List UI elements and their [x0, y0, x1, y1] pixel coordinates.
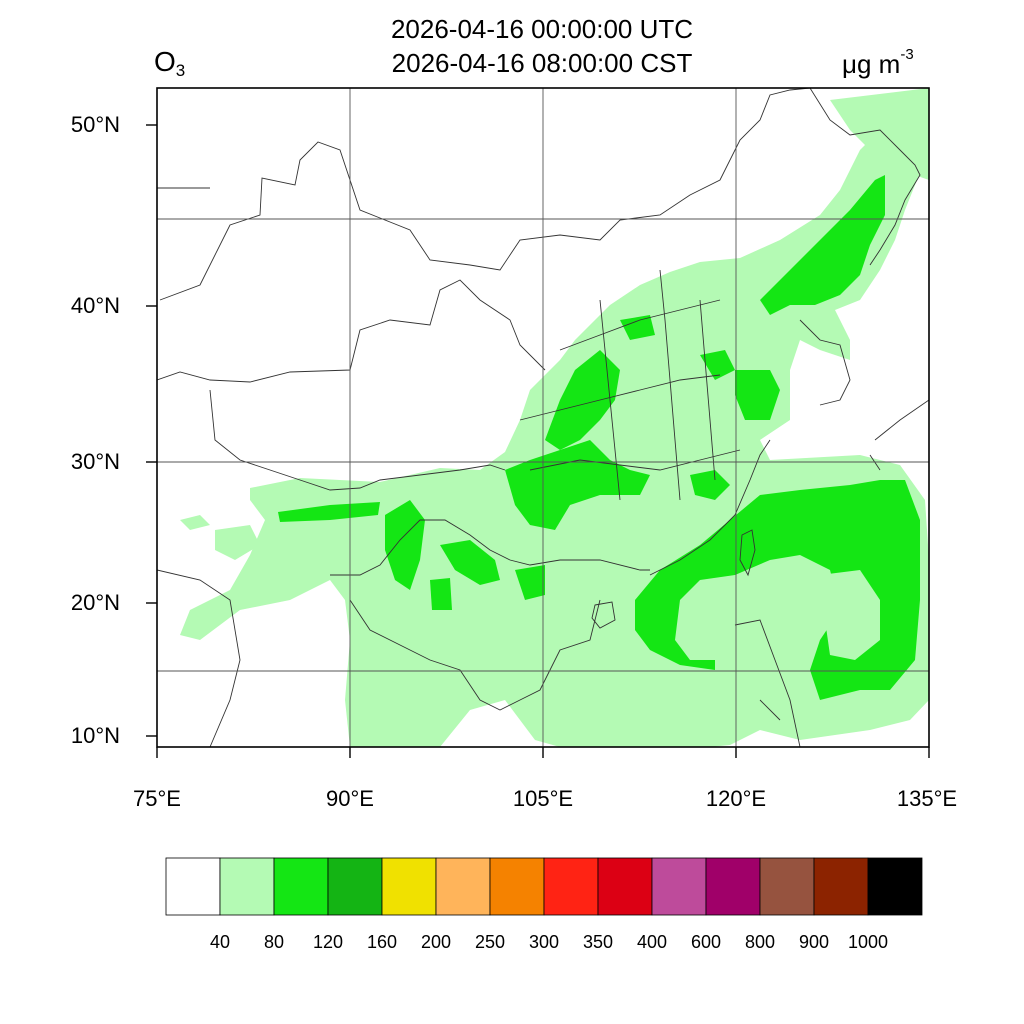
colorbar-swatch — [543, 857, 599, 916]
lat-label-50: 50°N — [70, 112, 120, 137]
lon-ticks — [156, 747, 930, 758]
boundaries — [157, 88, 929, 747]
ozone-region-west-strip — [180, 515, 210, 530]
boundary-india — [157, 569, 241, 747]
ozone-band-tibet — [278, 502, 380, 522]
ozone-patch-yunnan — [440, 540, 500, 585]
colorbar-level-label: 1000 — [847, 932, 889, 952]
boundary-northeast — [809, 88, 921, 266]
colorbar-level-label: 350 — [582, 932, 614, 952]
title-utc: 2026-04-16 00:00:00 UTC — [390, 14, 694, 44]
colorbar-swatch — [273, 857, 329, 916]
colorbar-level-label: 300 — [528, 932, 560, 952]
colorbar-swatch — [435, 857, 491, 916]
ozone-80-120-regions — [278, 175, 920, 700]
colorbar-level-label: 600 — [690, 932, 722, 952]
ozone-patch-shanxi — [620, 315, 655, 340]
lat-ticks — [146, 124, 157, 737]
species-subscript: 3 — [175, 61, 186, 80]
colorbar-level-label: 400 — [636, 932, 668, 952]
boundary-west — [157, 279, 546, 383]
ozone-region-west-blob — [215, 525, 260, 560]
colorbar-swatch — [759, 857, 815, 916]
colorbar — [165, 857, 923, 916]
colorbar-level-label: 80 — [263, 932, 285, 952]
boundary-provinces-2 — [599, 269, 716, 501]
ozone-band-northeast — [760, 175, 885, 315]
ozone-region-northeast — [830, 88, 929, 180]
colorbar-swatch — [219, 857, 275, 916]
boundary-north — [157, 88, 811, 301]
units-label: μg m-3 — [842, 46, 914, 80]
lon-label-120: 120°E — [705, 786, 767, 811]
lon-label-90: 90°E — [326, 786, 374, 811]
colorbar-swatch — [381, 857, 437, 916]
map-plot-area — [157, 88, 929, 747]
boundary-japan — [869, 399, 929, 471]
boundary-southwest — [330, 519, 650, 576]
ozone-band-sichuan — [505, 440, 650, 530]
colorbar-level-label: 40 — [209, 932, 231, 952]
boundary-korea — [799, 319, 851, 406]
title-local: 2026-04-16 08:00:00 CST — [391, 48, 693, 78]
colorbar-swatch — [489, 857, 545, 916]
colorbar-level-label: 200 — [420, 932, 452, 952]
island-hainan — [591, 601, 616, 629]
colorbar-level-label: 120 — [312, 932, 344, 952]
lat-label-20: 20°N — [70, 590, 120, 615]
lat-label-10: 10°N — [70, 723, 120, 748]
boundary-coast-south — [649, 439, 771, 576]
gridlines — [157, 88, 929, 747]
colorbar-level-label: 160 — [366, 932, 398, 952]
colorbar-swatch — [327, 857, 383, 916]
colorbar-swatch — [597, 857, 653, 916]
ozone-patch-myanmar — [430, 578, 452, 610]
colorbar-level-label: 250 — [474, 932, 506, 952]
units-base: μg m — [842, 49, 901, 79]
boundary-indochina — [349, 599, 601, 711]
colorbar-swatch — [165, 857, 221, 916]
ozone-patch-guangxi — [515, 565, 545, 600]
ozone-patch-himalaya — [385, 500, 425, 590]
colorbar-swatch — [867, 857, 923, 916]
lon-label-75: 75°E — [133, 786, 181, 811]
lon-label-135: 135°E — [896, 786, 958, 811]
colorbar-swatch — [651, 857, 707, 916]
ozone-patch-jiangnan — [690, 470, 730, 500]
units-superscript: -3 — [900, 46, 914, 63]
ozone-band-central — [545, 350, 620, 450]
ozone-patch-hebei — [700, 350, 735, 380]
island-taiwan — [739, 529, 756, 577]
boundary-tibet — [209, 389, 506, 491]
species-label: O3 — [154, 46, 185, 81]
ozone-patch-shandong — [735, 370, 780, 420]
species-base: O — [154, 46, 176, 77]
colorbar-level-label: 800 — [744, 932, 776, 952]
ozone-hole-pacific — [820, 570, 880, 660]
island-philippines — [734, 619, 801, 747]
colorbar-swatch — [705, 857, 761, 916]
lat-label-40: 40°N — [70, 293, 120, 318]
colorbar-swatch — [813, 857, 869, 916]
lat-label-30: 30°N — [70, 449, 120, 474]
lon-label-105: 105°E — [512, 786, 574, 811]
colorbar-level-label: 900 — [798, 932, 830, 952]
